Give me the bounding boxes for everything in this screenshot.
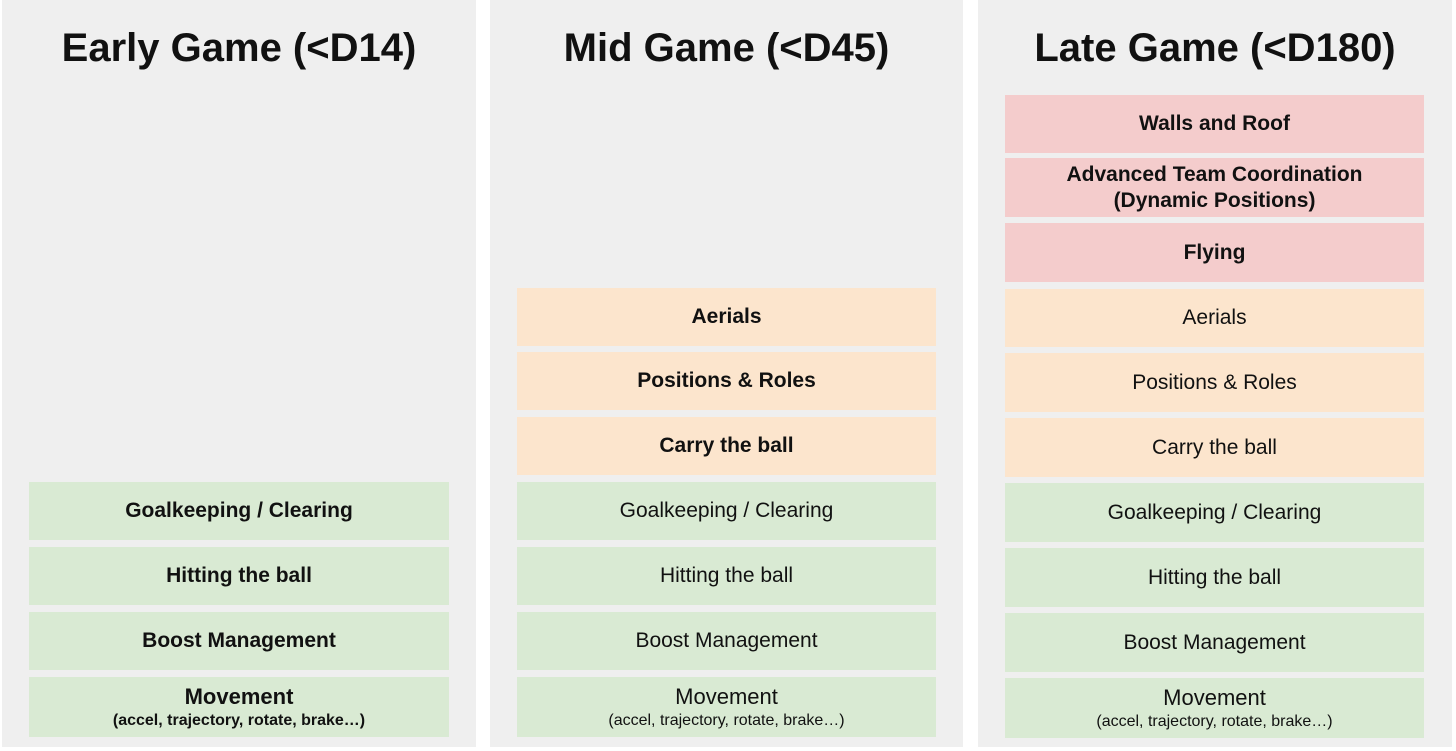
skill-label: Advanced Team Coordination [1066, 162, 1363, 186]
skill-label: Carry the ball [659, 434, 794, 457]
skill-label: Aerials [1182, 306, 1247, 329]
skill-label: Movement [675, 683, 778, 709]
column-title: Mid Game (<D45) [563, 26, 890, 70]
skill-label: Movement [184, 683, 294, 709]
skill-block-flying: Flying [1005, 223, 1424, 282]
skill-label: Goalkeeping / Clearing [1107, 500, 1322, 524]
skill-sublabel: (Dynamic Positions) [1113, 188, 1316, 212]
skill-block-movement: Movement (accel, trajectory, rotate, bra… [29, 677, 449, 737]
skill-label: Goalkeeping / Clearing [619, 499, 834, 522]
skill-label: Positions & Roles [1132, 370, 1297, 394]
skill-block-team-coordination: Advanced Team Coordination (Dynamic Posi… [1005, 158, 1424, 217]
skill-block-goalkeeping: Goalkeeping / Clearing [1005, 483, 1424, 542]
skill-label: Movement [1163, 684, 1266, 710]
skill-block-boost: Boost Management [517, 612, 936, 670]
skill-label: Carry the ball [1152, 435, 1277, 459]
skill-block-hitting: Hitting the ball [517, 547, 936, 605]
skill-block-aerials: Aerials [517, 288, 936, 346]
column-title: Early Game (<D14) [61, 26, 417, 70]
skill-label: Walls and Roof [1139, 112, 1290, 135]
skill-block-positions: Positions & Roles [1005, 353, 1424, 412]
skill-block-aerials: Aerials [1005, 289, 1424, 347]
skill-block-positions: Positions & Roles [517, 352, 936, 410]
skill-sublabel: (accel, trajectory, rotate, brake…) [1096, 712, 1333, 730]
skill-label: Hitting the ball [166, 564, 312, 587]
skill-block-carry: Carry the ball [517, 417, 936, 475]
skill-block-hitting: Hitting the ball [29, 547, 449, 605]
skill-block-hitting: Hitting the ball [1005, 548, 1424, 607]
skill-block-movement: Movement (accel, trajectory, rotate, bra… [517, 677, 936, 737]
skill-label: Goalkeeping / Clearing [125, 499, 353, 522]
skill-block-carry: Carry the ball [1005, 418, 1424, 477]
skill-label: Boost Management [1123, 630, 1306, 654]
skill-block-goalkeeping: Goalkeeping / Clearing [517, 482, 936, 540]
skill-sublabel: (accel, trajectory, rotate, brake…) [112, 711, 366, 729]
skill-block-walls-roof: Walls and Roof [1005, 95, 1424, 153]
skill-label: Boost Management [635, 629, 818, 652]
skill-label: Aerials [691, 305, 762, 328]
skill-label: Hitting the ball [1147, 565, 1282, 589]
skill-label: Hitting the ball [659, 564, 794, 587]
skill-label: Boost Management [142, 629, 336, 652]
skill-block-goalkeeping: Goalkeeping / Clearing [29, 482, 449, 540]
skill-block-boost: Boost Management [1005, 613, 1424, 672]
column-late-game: Late Game (<D180) Walls and Roof Advance… [978, 0, 1452, 747]
column-mid-game: Mid Game (<D45) Aerials Positions & Role… [490, 0, 963, 747]
skill-block-boost: Boost Management [29, 612, 449, 670]
skill-label: Positions & Roles [637, 369, 816, 392]
column-title: Late Game (<D180) [1034, 26, 1396, 70]
column-early-game: Early Game (<D14) Goalkeeping / Clearing… [2, 0, 476, 747]
skill-block-movement: Movement (accel, trajectory, rotate, bra… [1005, 678, 1424, 738]
skill-label: Flying [1183, 240, 1246, 264]
skill-sublabel: (accel, trajectory, rotate, brake…) [608, 711, 845, 729]
